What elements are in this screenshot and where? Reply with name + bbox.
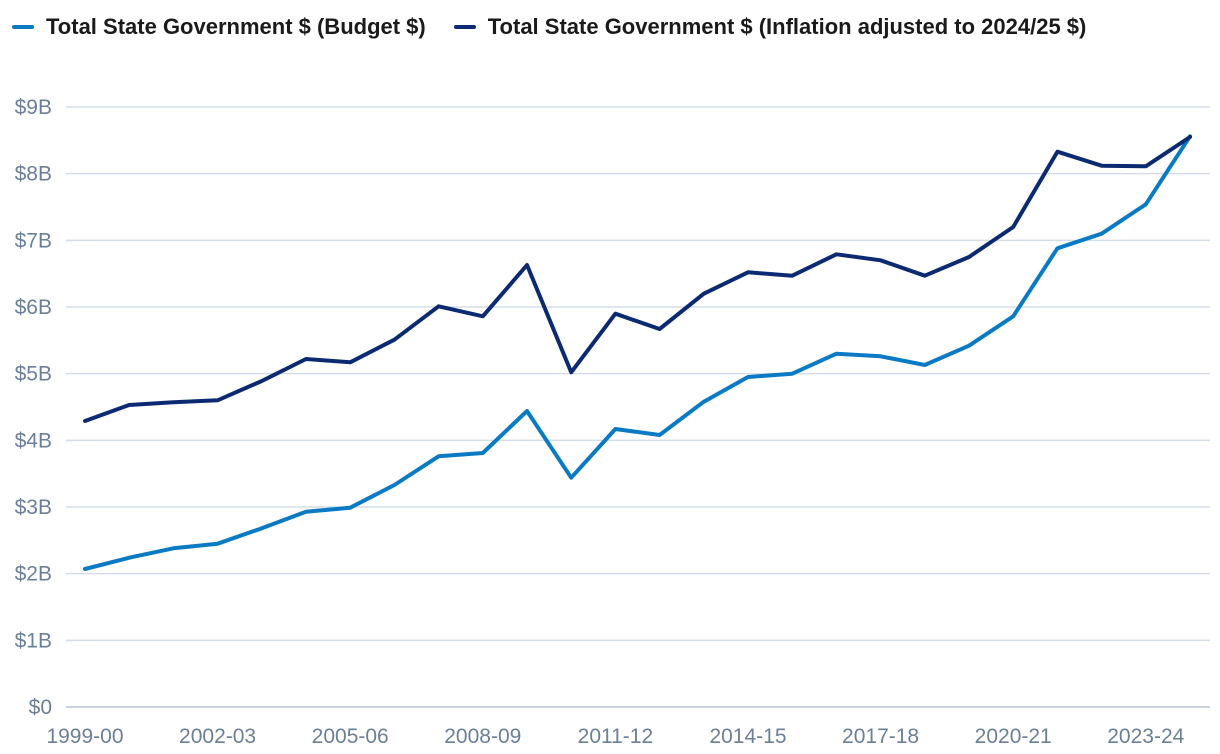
y-tick-label: $4B: [15, 429, 52, 452]
y-tick-label: $9B: [15, 96, 52, 119]
legend-swatch-inflation: [453, 25, 476, 29]
x-tick-label: 2017-18: [842, 725, 919, 748]
y-tick-label: $8B: [15, 163, 52, 186]
x-tick-label: 2020-21: [975, 725, 1052, 748]
x-tick-label: 1999-00: [46, 725, 123, 748]
y-tick-label: $2B: [15, 563, 52, 586]
legend-item-budget: Total State Government $ (Budget $): [12, 14, 426, 40]
series-line-inflation-adjusted: [83, 135, 1192, 423]
legend: Total State Government $ (Budget $) Tota…: [12, 14, 1086, 40]
x-tick-label: 2011-12: [578, 725, 654, 748]
series-line-budget: [83, 134, 1192, 571]
x-tick-label: 2005-06: [312, 725, 389, 748]
y-tick-label: $1B: [15, 629, 52, 652]
y-tick-label: $7B: [15, 229, 52, 252]
legend-label-budget: Total State Government $ (Budget $): [46, 14, 426, 39]
legend-swatch-budget: [12, 25, 34, 29]
y-tick-label: $5B: [15, 363, 52, 386]
y-tick-label: $6B: [15, 296, 52, 319]
y-tick-label: $0: [29, 696, 52, 719]
x-tick-label: 2023-24: [1107, 725, 1184, 748]
x-tick-label: 2008-09: [444, 725, 521, 748]
legend-label-inflation: Total State Government $ (Inflation adju…: [487, 14, 1087, 39]
x-tick-label: 2002-03: [179, 725, 256, 748]
y-tick-label: $3B: [15, 496, 52, 519]
x-tick-label: 2014-15: [709, 725, 786, 748]
legend-item-inflation: Total State Government $ (Inflation adju…: [453, 14, 1087, 40]
